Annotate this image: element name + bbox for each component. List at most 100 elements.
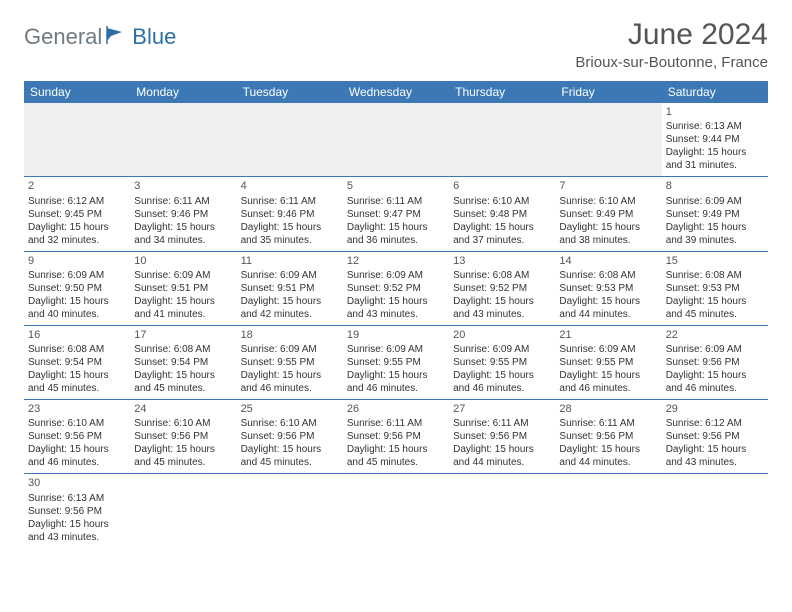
day-number: 14 <box>559 254 657 268</box>
cell-line: Sunrise: 6:09 AM <box>28 269 126 282</box>
cell-line: Sunset: 9:56 PM <box>28 505 126 518</box>
cell-line: Daylight: 15 hours <box>134 369 232 382</box>
blank-cell <box>130 474 236 548</box>
cell-line: Sunrise: 6:12 AM <box>666 417 764 430</box>
cell-line: and 32 minutes. <box>28 234 126 247</box>
blank-cell <box>130 103 236 177</box>
cell-line: Daylight: 15 hours <box>241 295 339 308</box>
calendar-body: 1Sunrise: 6:13 AMSunset: 9:44 PMDaylight… <box>24 103 768 548</box>
day-number: 18 <box>241 328 339 342</box>
brand-logo: General Blue <box>24 18 176 50</box>
blank-cell <box>24 103 130 177</box>
dow-header: Saturday <box>662 81 768 103</box>
calendar-table: SundayMondayTuesdayWednesdayThursdayFrid… <box>24 81 768 548</box>
cell-line: Sunset: 9:51 PM <box>241 282 339 295</box>
cell-line: Sunset: 9:46 PM <box>241 208 339 221</box>
blank-cell <box>343 103 449 177</box>
blank-cell <box>237 103 343 177</box>
cell-line: Daylight: 15 hours <box>666 443 764 456</box>
cell-line: Daylight: 15 hours <box>559 369 657 382</box>
cell-line: and 46 minutes. <box>28 456 126 469</box>
cell-line: Sunset: 9:56 PM <box>559 430 657 443</box>
cell-line: Sunrise: 6:09 AM <box>666 195 764 208</box>
day-number: 16 <box>28 328 126 342</box>
brand-part2: Blue <box>132 24 176 50</box>
cell-line: and 36 minutes. <box>347 234 445 247</box>
day-number: 17 <box>134 328 232 342</box>
cell-line: and 45 minutes. <box>241 456 339 469</box>
month-title: June 2024 <box>575 18 768 52</box>
dow-header: Tuesday <box>237 81 343 103</box>
page-header: General Blue June 2024 Brioux-sur-Bouton… <box>24 18 768 71</box>
cell-line: Daylight: 15 hours <box>134 295 232 308</box>
day-number: 29 <box>666 402 764 416</box>
calendar-cell: 25Sunrise: 6:10 AMSunset: 9:56 PMDayligh… <box>237 400 343 474</box>
cell-line: Daylight: 15 hours <box>241 443 339 456</box>
cell-line: Daylight: 15 hours <box>453 369 551 382</box>
cell-line: Sunset: 9:49 PM <box>666 208 764 221</box>
cell-line: Sunrise: 6:11 AM <box>241 195 339 208</box>
cell-line: and 45 minutes. <box>666 308 764 321</box>
cell-line: and 43 minutes. <box>453 308 551 321</box>
calendar-cell: 16Sunrise: 6:08 AMSunset: 9:54 PMDayligh… <box>24 325 130 399</box>
cell-line: Sunrise: 6:10 AM <box>559 195 657 208</box>
calendar-cell: 9Sunrise: 6:09 AMSunset: 9:50 PMDaylight… <box>24 251 130 325</box>
cell-line: and 42 minutes. <box>241 308 339 321</box>
cell-line: Daylight: 15 hours <box>347 369 445 382</box>
cell-line: Sunrise: 6:09 AM <box>559 343 657 356</box>
calendar-cell: 1Sunrise: 6:13 AMSunset: 9:44 PMDaylight… <box>662 103 768 177</box>
cell-line: and 43 minutes. <box>28 531 126 544</box>
cell-line: Sunrise: 6:08 AM <box>453 269 551 282</box>
day-number: 15 <box>666 254 764 268</box>
cell-line: and 39 minutes. <box>666 234 764 247</box>
cell-line: Sunrise: 6:11 AM <box>347 195 445 208</box>
cell-line: Daylight: 15 hours <box>28 221 126 234</box>
calendar-cell: 4Sunrise: 6:11 AMSunset: 9:46 PMDaylight… <box>237 177 343 251</box>
day-number: 12 <box>347 254 445 268</box>
calendar-cell: 17Sunrise: 6:08 AMSunset: 9:54 PMDayligh… <box>130 325 236 399</box>
cell-line: Sunset: 9:56 PM <box>666 430 764 443</box>
dow-header: Wednesday <box>343 81 449 103</box>
cell-line: Daylight: 15 hours <box>28 369 126 382</box>
cell-line: Sunrise: 6:11 AM <box>134 195 232 208</box>
day-number: 4 <box>241 179 339 193</box>
calendar-cell: 11Sunrise: 6:09 AMSunset: 9:51 PMDayligh… <box>237 251 343 325</box>
cell-line: Sunset: 9:44 PM <box>666 133 764 146</box>
cell-line: Sunset: 9:55 PM <box>559 356 657 369</box>
cell-line: and 46 minutes. <box>559 382 657 395</box>
cell-line: Sunrise: 6:11 AM <box>559 417 657 430</box>
day-number: 30 <box>28 476 126 490</box>
cell-line: and 41 minutes. <box>134 308 232 321</box>
cell-line: Daylight: 15 hours <box>28 295 126 308</box>
blank-cell <box>555 474 661 548</box>
cell-line: Sunrise: 6:09 AM <box>453 343 551 356</box>
cell-line: Sunset: 9:56 PM <box>134 430 232 443</box>
day-number: 10 <box>134 254 232 268</box>
cell-line: Daylight: 15 hours <box>559 295 657 308</box>
cell-line: Sunrise: 6:08 AM <box>28 343 126 356</box>
calendar-cell: 28Sunrise: 6:11 AMSunset: 9:56 PMDayligh… <box>555 400 661 474</box>
day-number: 20 <box>453 328 551 342</box>
cell-line: Sunrise: 6:10 AM <box>453 195 551 208</box>
cell-line: Daylight: 15 hours <box>347 443 445 456</box>
cell-line: and 43 minutes. <box>666 456 764 469</box>
calendar-cell: 2Sunrise: 6:12 AMSunset: 9:45 PMDaylight… <box>24 177 130 251</box>
blank-cell <box>555 103 661 177</box>
calendar-cell: 18Sunrise: 6:09 AMSunset: 9:55 PMDayligh… <box>237 325 343 399</box>
cell-line: Sunset: 9:48 PM <box>453 208 551 221</box>
calendar-header: SundayMondayTuesdayWednesdayThursdayFrid… <box>24 81 768 103</box>
day-number: 11 <box>241 254 339 268</box>
blank-cell <box>449 474 555 548</box>
day-number: 24 <box>134 402 232 416</box>
cell-line: Sunset: 9:56 PM <box>347 430 445 443</box>
cell-line: Sunrise: 6:09 AM <box>347 343 445 356</box>
calendar-cell: 22Sunrise: 6:09 AMSunset: 9:56 PMDayligh… <box>662 325 768 399</box>
cell-line: and 44 minutes. <box>559 308 657 321</box>
brand-flag-icon <box>106 26 128 49</box>
calendar-cell: 6Sunrise: 6:10 AMSunset: 9:48 PMDaylight… <box>449 177 555 251</box>
cell-line: Sunset: 9:56 PM <box>453 430 551 443</box>
day-number: 27 <box>453 402 551 416</box>
cell-line: and 45 minutes. <box>347 456 445 469</box>
cell-line: and 45 minutes. <box>134 382 232 395</box>
cell-line: Sunset: 9:55 PM <box>241 356 339 369</box>
